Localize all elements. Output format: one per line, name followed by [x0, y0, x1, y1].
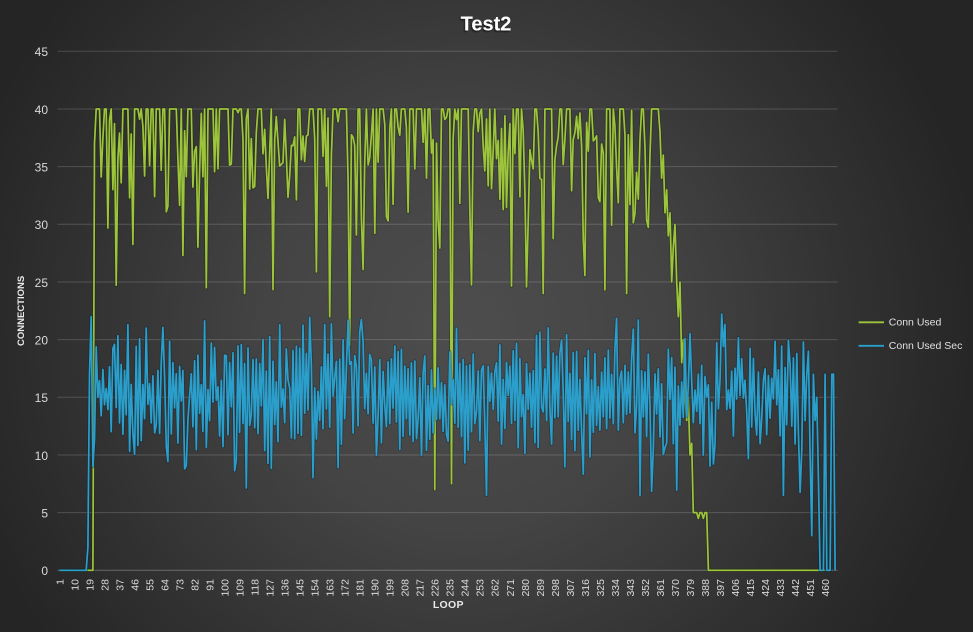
svg-text:Conn Used: Conn Used [889, 316, 942, 328]
svg-text:35: 35 [35, 160, 49, 174]
svg-text:235: 235 [445, 579, 457, 597]
svg-text:262: 262 [490, 579, 502, 597]
svg-text:28: 28 [99, 579, 111, 591]
svg-text:19: 19 [84, 579, 96, 591]
svg-text:55: 55 [145, 579, 157, 591]
svg-text:280: 280 [520, 579, 532, 597]
svg-text:442: 442 [790, 579, 802, 597]
svg-text:25: 25 [35, 276, 49, 290]
svg-text:0: 0 [41, 564, 48, 578]
svg-text:64: 64 [160, 579, 172, 591]
svg-text:LOOP: LOOP [433, 599, 464, 611]
svg-text:10: 10 [69, 579, 81, 591]
svg-text:460: 460 [820, 579, 832, 597]
svg-text:190: 190 [370, 579, 382, 597]
svg-text:253: 253 [475, 579, 487, 597]
svg-text:271: 271 [505, 579, 517, 597]
svg-text:433: 433 [775, 579, 787, 597]
svg-text:289: 289 [535, 579, 547, 597]
svg-text:388: 388 [700, 579, 712, 597]
svg-text:163: 163 [325, 579, 337, 597]
svg-text:181: 181 [355, 579, 367, 597]
svg-text:40: 40 [35, 103, 49, 117]
svg-text:10: 10 [35, 449, 49, 463]
svg-text:316: 316 [580, 579, 592, 597]
svg-text:307: 307 [565, 579, 577, 597]
svg-text:91: 91 [205, 579, 217, 591]
svg-text:379: 379 [685, 579, 697, 597]
svg-text:145: 145 [295, 579, 307, 597]
svg-text:406: 406 [730, 579, 742, 597]
svg-text:451: 451 [805, 579, 817, 597]
svg-text:154: 154 [310, 579, 322, 597]
svg-text:100: 100 [220, 579, 232, 597]
svg-text:37: 37 [114, 579, 126, 591]
svg-text:298: 298 [550, 579, 562, 597]
svg-text:397: 397 [715, 579, 727, 597]
svg-text:46: 46 [130, 579, 142, 591]
svg-text:73: 73 [175, 579, 187, 591]
svg-text:20: 20 [35, 333, 49, 347]
svg-text:343: 343 [625, 579, 637, 597]
svg-text:424: 424 [760, 579, 772, 597]
svg-text:Test2: Test2 [461, 14, 512, 36]
svg-text:415: 415 [745, 579, 757, 597]
svg-text:CONNECTIONS: CONNECTIONS [16, 276, 27, 346]
svg-text:334: 334 [610, 579, 622, 597]
svg-text:82: 82 [190, 579, 202, 591]
svg-text:208: 208 [400, 579, 412, 597]
svg-text:1: 1 [54, 579, 66, 585]
svg-text:Conn Used Sec: Conn Used Sec [889, 340, 963, 352]
svg-text:352: 352 [640, 579, 652, 597]
svg-text:118: 118 [250, 579, 262, 596]
svg-text:370: 370 [670, 579, 682, 597]
svg-text:30: 30 [35, 218, 49, 232]
svg-text:5: 5 [41, 506, 48, 520]
svg-text:217: 217 [415, 579, 427, 597]
svg-text:226: 226 [430, 579, 442, 597]
svg-text:136: 136 [280, 579, 292, 597]
svg-text:244: 244 [460, 579, 472, 597]
svg-text:15: 15 [35, 391, 49, 405]
svg-text:109: 109 [235, 579, 247, 597]
svg-text:325: 325 [595, 579, 607, 597]
svg-text:45: 45 [35, 45, 49, 59]
svg-text:127: 127 [265, 579, 277, 597]
svg-text:199: 199 [385, 579, 397, 597]
svg-text:361: 361 [655, 579, 667, 597]
svg-text:172: 172 [340, 579, 352, 597]
